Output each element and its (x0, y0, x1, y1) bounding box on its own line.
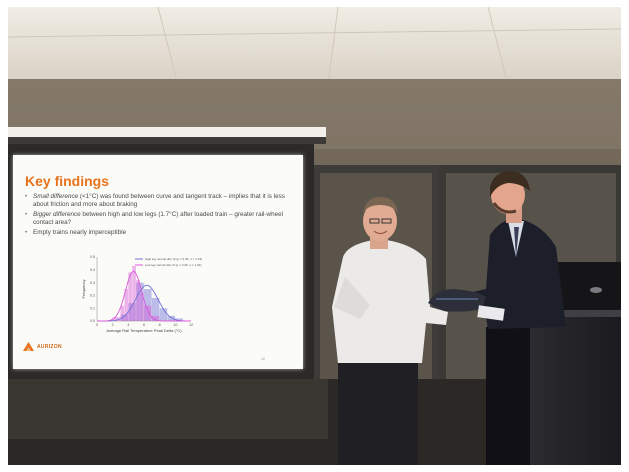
y-tick-label: 0.3 (90, 281, 95, 285)
slide-bullet-list: Small difference (<1°C) was found betwee… (25, 193, 297, 238)
slide-title: Key findings (25, 173, 110, 189)
x-tick-label: 10 (173, 323, 177, 327)
slide-bullet: Empty trains nearly imperceptible (25, 229, 297, 238)
slide-bullet: Small difference (<1°C) was found betwee… (25, 193, 297, 210)
histogram-bar (151, 315, 160, 321)
y-axis-label: Frequency (81, 280, 86, 299)
laptop (556, 262, 621, 310)
histogram-bar (128, 272, 132, 321)
histogram-bar (144, 289, 152, 321)
x-tick-label: 6 (143, 323, 145, 327)
x-axis-label: Average Rail Temperature Peak Delta (°C) (106, 328, 182, 333)
x-tick-label: 8 (159, 323, 161, 327)
ceiling (8, 7, 621, 85)
histogram-bar (112, 317, 121, 321)
histogram-bar (175, 318, 183, 321)
histogram-bar (144, 305, 152, 321)
fit-curve (97, 284, 192, 322)
event-photo: Key findings Small difference (<1°C) was… (8, 7, 621, 465)
histogram-bar (167, 315, 176, 321)
histogram-bar (120, 305, 125, 321)
person-right (460, 171, 566, 465)
legend-entry: High leg normal dist. fit (μ = 6.36, σ =… (145, 257, 202, 261)
x-tick-label: 2 (112, 323, 114, 327)
aurizon-logo: AURIZON (23, 342, 62, 352)
y-tick-label: 0.4 (90, 268, 95, 272)
histogram-bar (136, 282, 144, 321)
presentation-slide: Key findings Small difference (<1°C) was… (13, 155, 303, 369)
screen-housing (8, 127, 326, 137)
slide-bullet: Bigger difference between high and low l… (25, 211, 297, 228)
histogram-bar (124, 289, 129, 321)
histogram-chart: 0 2 4 6 8 10 12 0.0 0.1 0.2 0.3 0.4 0.5 Average Rail … (81, 255, 202, 333)
y-tick-label: 0.0 (90, 319, 95, 323)
histogram-bar (159, 308, 168, 321)
legend-entry: Low leg normal dist. fit (μ = 4.66, σ = … (145, 263, 201, 267)
y-tick-label: 0.5 (90, 255, 95, 259)
person-left (332, 197, 448, 465)
histogram-bar (151, 297, 160, 321)
fit-curve (97, 270, 191, 322)
slide-page-number: 12 (261, 357, 265, 361)
histogram-bar (140, 292, 144, 321)
lectern (513, 309, 621, 465)
histogram-bar (120, 314, 129, 321)
y-tick-label: 0.1 (90, 306, 95, 310)
x-tick-label: 0 (96, 323, 98, 327)
x-tick-label: 4 (127, 323, 129, 327)
histogram-bar (132, 265, 136, 321)
gift (428, 289, 505, 321)
x-tick-label: 12 (189, 323, 193, 327)
logo-text: AURIZON (37, 344, 62, 350)
aurizon-logo-mark-icon (23, 342, 34, 351)
histogram-bar (136, 280, 140, 321)
histogram-bar (128, 303, 136, 321)
y-tick-label: 0.2 (90, 294, 95, 298)
